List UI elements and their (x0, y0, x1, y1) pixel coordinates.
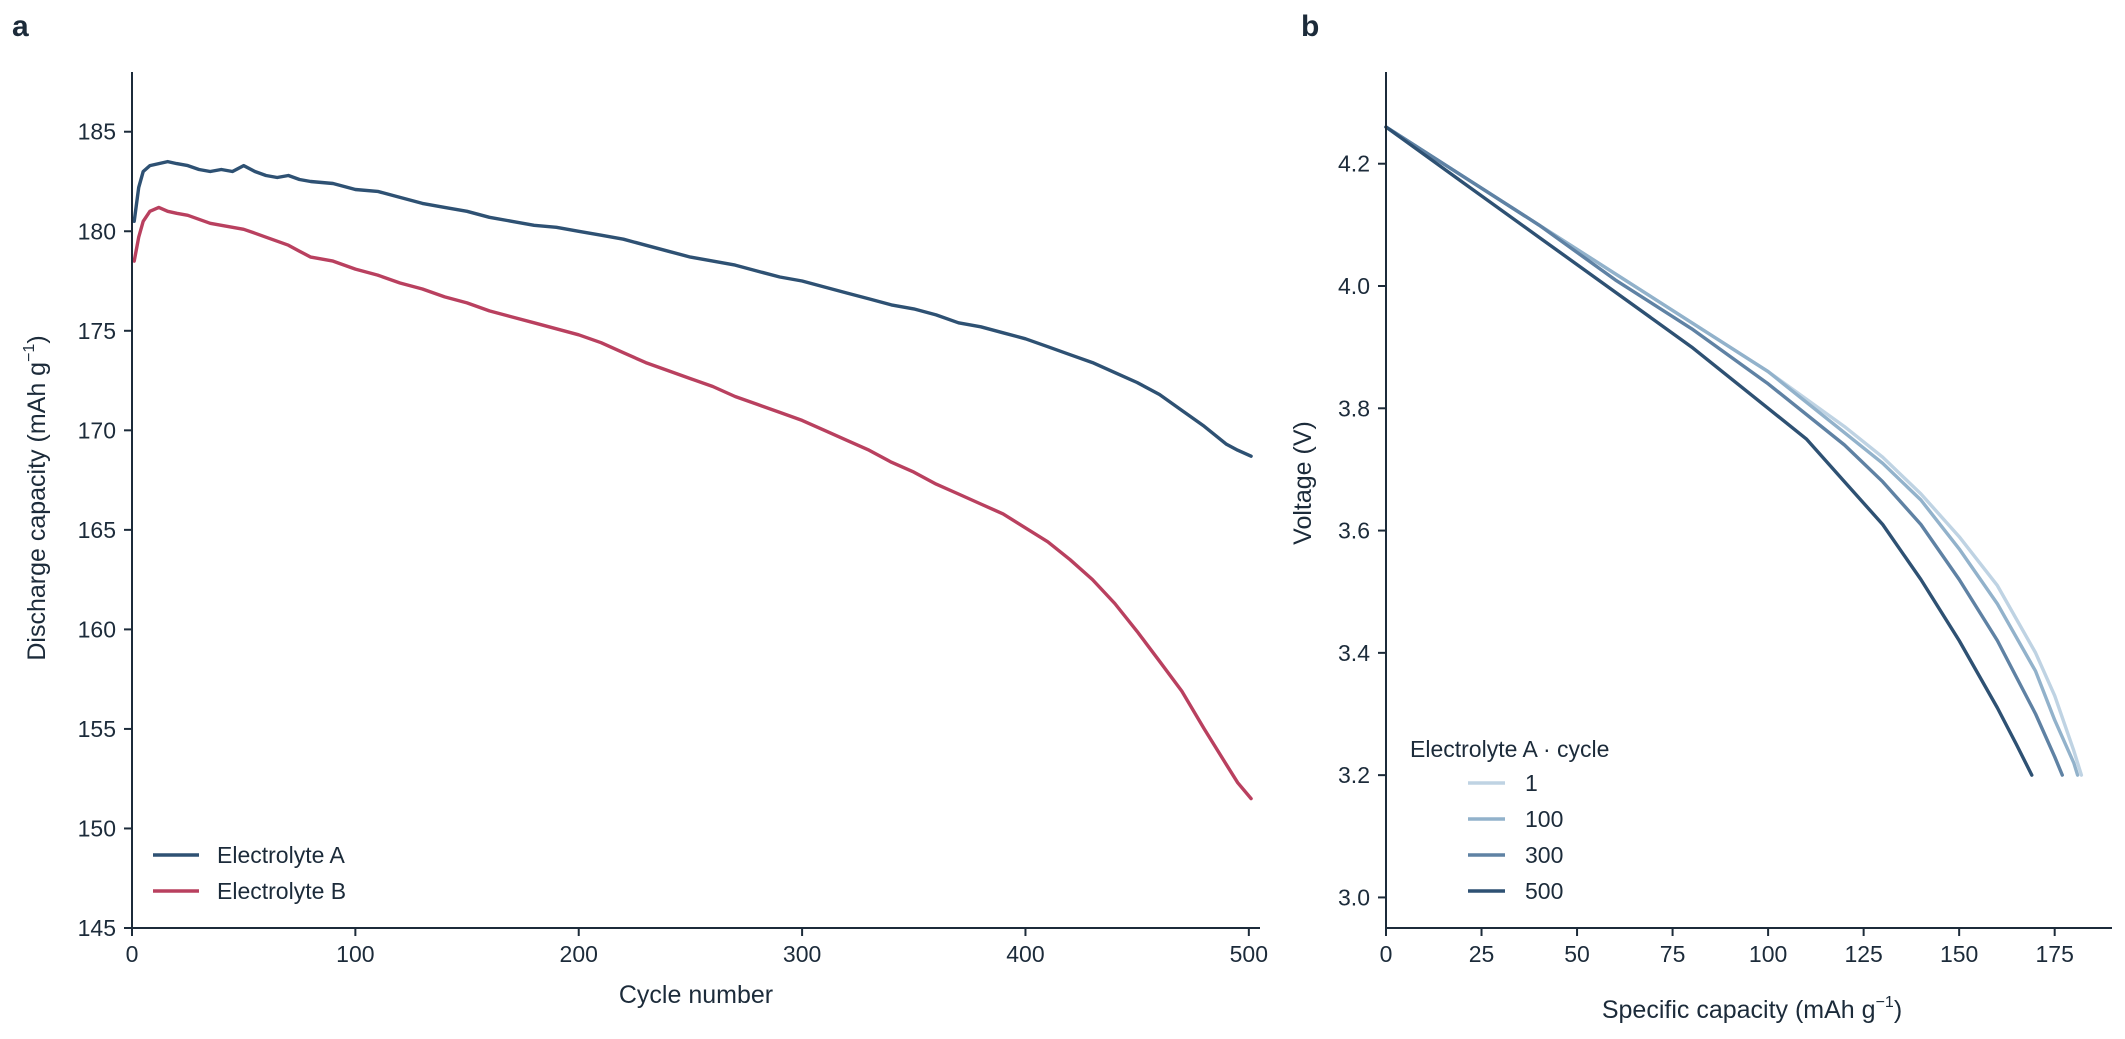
panel-a-y-label-end: ) (23, 335, 51, 343)
panel-b-x-tick-label: 150 (1940, 941, 1978, 967)
panel-b-y-tick-label: 4.0 (1338, 273, 1370, 299)
panel-b-label: b (1301, 10, 1319, 43)
panel-a-label: a (12, 10, 29, 43)
panel-b-x-ticks: 0 25 50 75 100 125 150 175 (1380, 928, 2074, 967)
panel-b-x-tick-label: 175 (2035, 941, 2073, 967)
panel-b-y-tick-label: 3.0 (1338, 884, 1370, 910)
panel-a-series (132, 159, 1253, 801)
panel-b-legend: Electrolyte A · cycle 1 100 300 500 (1410, 736, 1609, 904)
panel-a-y-label-main: Discharge capacity (mAh g (23, 362, 51, 661)
panel-a-x-tick-label: 500 (1230, 941, 1268, 967)
panel-b-chart: b 0 25 50 75 100 125 150 175 3.0 3.2 3.4 3.6 3.8 4.0… (1289, 10, 2112, 1024)
panel-b-x-tick-label: 75 (1660, 941, 1686, 967)
panel-b-x-tick-label: 125 (1844, 941, 1882, 967)
panel-a-x-axis-label: Cycle number (619, 981, 773, 1009)
panel-b-y-axis-label: Voltage (V) (1289, 421, 1317, 545)
panel-a-chart: a 0 100 200 300 400 500 145 150 155 160 165 170 175… (12, 10, 1268, 1009)
panel-a-x-tick-label: 0 (126, 941, 139, 967)
panel-b-x-label-main: Specific capacity (mAh g (1602, 996, 1876, 1024)
panel-b-x-axis-label: Specific capacity (mAh g−1) (1602, 994, 1902, 1024)
panel-b-y-tick-label: 3.2 (1338, 762, 1370, 788)
panel-b-x-label-sup: −1 (1876, 994, 1894, 1011)
panel-a-x-ticks: 0 100 200 300 400 500 (126, 928, 1268, 967)
panel-b-series-line-2 (1384, 125, 2080, 777)
panel-a-y-tick-label: 150 (78, 815, 116, 841)
panel-a-y-ticks: 145 150 155 160 165 170 175 180 185 (78, 119, 132, 941)
panel-a-y-tick-label: 145 (78, 915, 116, 941)
panel-b-x-tick-label: 0 (1380, 941, 1393, 967)
panel-a-y-tick-label: 155 (78, 716, 116, 742)
panel-b-y-tick-label: 3.8 (1338, 395, 1370, 421)
panel-b-legend-label: 100 (1525, 806, 1563, 832)
panel-b-legend-label: 300 (1525, 842, 1563, 868)
panel-b-y-tick-label: 3.6 (1338, 518, 1370, 544)
panel-a-y-tick-label: 175 (78, 318, 116, 344)
panel-b-x-label-end: ) (1894, 996, 1902, 1024)
panel-a-legend-label: Electrolyte A (217, 842, 345, 868)
panel-b-legend-label: 500 (1525, 878, 1563, 904)
panel-b-series-line-3 (1384, 125, 2064, 777)
panel-a-y-tick-label: 170 (78, 417, 116, 443)
panel-b-x-tick-label: 100 (1749, 941, 1787, 967)
panel-b-x-tick-label: 25 (1469, 941, 1495, 967)
panel-b-y-ticks: 3.0 3.2 3.4 3.6 3.8 4.0 4.2 (1338, 151, 1386, 910)
panel-a-x-tick-label: 400 (1006, 941, 1044, 967)
panel-a-legend-label: Electrolyte B (217, 878, 346, 904)
panel-a-y-tick-label: 160 (78, 616, 116, 642)
panel-a-series-line-1 (132, 159, 1253, 458)
panel-b-legend-label: 1 (1525, 770, 1538, 796)
panel-b-series (1384, 125, 2084, 777)
panel-a-legend: Electrolyte A Electrolyte B (153, 842, 346, 904)
panel-b-y-tick-label: 3.4 (1338, 640, 1370, 666)
panel-a-x-tick-label: 100 (336, 941, 374, 967)
panel-b-x-tick-label: 50 (1564, 941, 1590, 967)
panel-a-x-tick-label: 200 (560, 941, 598, 967)
panel-b-series-line-4 (1384, 125, 2034, 777)
panel-a-y-label-sup: −1 (21, 344, 38, 362)
panel-a-x-tick-label: 300 (783, 941, 821, 967)
panel-a-y-axis-label: Discharge capacity (mAh g−1) (21, 335, 51, 660)
panel-b-series-line-1 (1384, 125, 2084, 777)
panel-b-y-tick-label: 4.2 (1338, 151, 1370, 177)
panel-a-y-tick-label: 185 (78, 119, 116, 145)
panel-a-y-tick-label: 180 (78, 218, 116, 244)
panel-a-series-line-2 (132, 205, 1253, 801)
panel-b-legend-title: Electrolyte A · cycle (1410, 736, 1609, 762)
panel-a-y-tick-label: 165 (78, 517, 116, 543)
